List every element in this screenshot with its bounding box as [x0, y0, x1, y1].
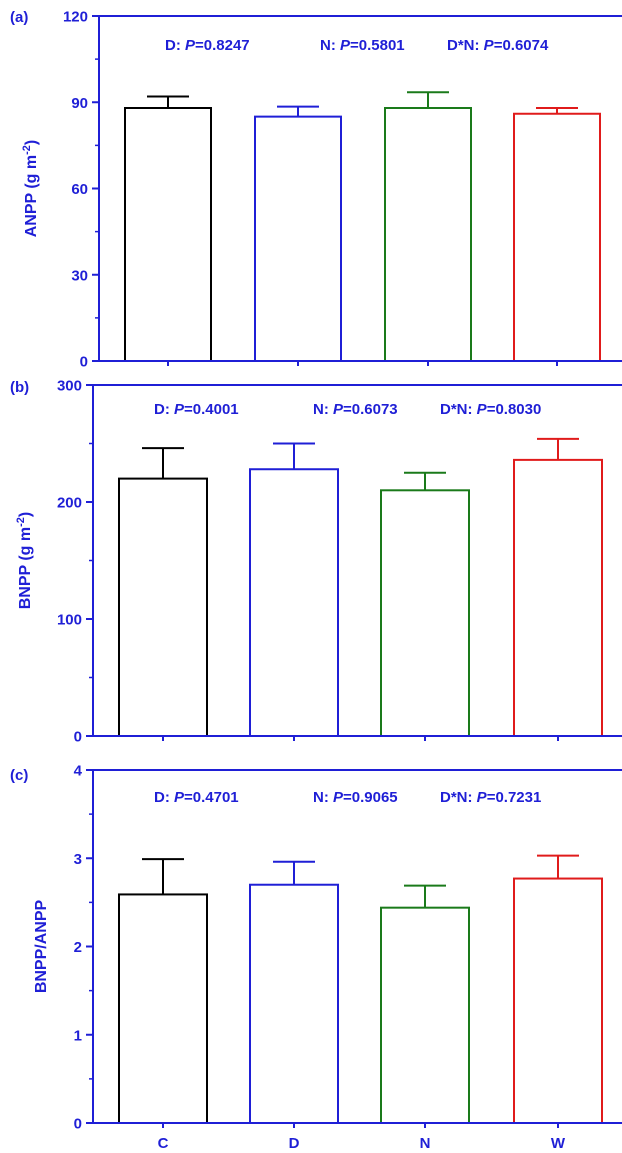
- bar-C: [124, 107, 212, 362]
- bar-C: [118, 477, 208, 737]
- y-tick-label: 2: [74, 939, 82, 956]
- stat-p-symbol: P: [174, 401, 185, 418]
- stat-p-value: =0.4001: [184, 401, 239, 418]
- stat-p-value: =0.9065: [343, 789, 398, 806]
- stat-p-value: =0.8030: [487, 401, 542, 418]
- stat-factor: N:: [313, 401, 333, 418]
- stat-annotation: D*N: P=0.8030: [440, 401, 541, 418]
- y-tick-label: 1: [74, 1027, 82, 1044]
- y-tick-label: 300: [57, 378, 82, 395]
- stat-factor: N:: [313, 789, 333, 806]
- stat-p-symbol: P: [340, 37, 351, 54]
- stat-p-value: =0.6074: [494, 37, 549, 54]
- stat-p-symbol: P: [174, 789, 185, 806]
- bar-W: [513, 877, 603, 1124]
- y-tick-label: 0: [74, 1116, 82, 1133]
- y-axis-label: BNPP/ANPP: [33, 900, 50, 994]
- y-axis-label-superscript: -2: [21, 145, 33, 155]
- bar-N: [380, 489, 470, 737]
- stat-p-symbol: P: [185, 37, 196, 54]
- y-axis-label-superscript: -2: [15, 517, 27, 527]
- stat-p-symbol: P: [477, 401, 488, 418]
- panel-label: (c): [10, 767, 28, 784]
- stat-factor: N:: [320, 37, 340, 54]
- y-tick-label: 120: [63, 9, 88, 26]
- stat-p-value: =0.4701: [184, 789, 239, 806]
- y-axis-label-main: ANPP (g m: [23, 155, 40, 237]
- y-tick-label: 4: [74, 763, 83, 780]
- stat-p-value: =0.7231: [487, 789, 542, 806]
- stat-factor: D*N:: [447, 37, 484, 54]
- panel-label: (a): [10, 9, 28, 26]
- x-category-label: D: [289, 1135, 300, 1152]
- x-category-label: C: [158, 1135, 169, 1152]
- stat-annotation: N: P=0.9065: [313, 789, 398, 806]
- y-tick-label: 0: [80, 354, 88, 371]
- stat-annotation: D*N: P=0.7231: [440, 789, 541, 806]
- bar-W: [513, 112, 601, 362]
- bar-N: [384, 107, 472, 362]
- stat-p-value: =0.5801: [350, 37, 405, 54]
- stat-p-symbol: P: [333, 789, 344, 806]
- y-axis-label-main: BNPP/ANPP: [33, 900, 50, 994]
- stat-annotation: D*N: P=0.6074: [447, 37, 549, 54]
- y-axis-label: BNPP (g m-2): [15, 512, 34, 610]
- stat-annotation: D: P=0.4001: [154, 401, 239, 418]
- bar-D: [254, 115, 342, 362]
- bar-C: [118, 893, 208, 1124]
- x-category-label: W: [551, 1135, 566, 1152]
- y-tick-label: 60: [71, 181, 88, 198]
- y-tick-label: 0: [74, 729, 82, 746]
- bar-W: [513, 458, 603, 737]
- bar-N: [380, 906, 470, 1124]
- stat-factor: D:: [154, 401, 174, 418]
- stat-annotation: N: P=0.5801: [320, 37, 405, 54]
- y-tick-label: 3: [74, 851, 82, 868]
- y-axis-label: ANPP (g m-2): [21, 140, 40, 238]
- y-tick-label: 90: [71, 95, 88, 112]
- y-tick-label: 30: [71, 267, 88, 284]
- y-axis-label-main: BNPP (g m: [17, 527, 34, 609]
- stat-annotation: D: P=0.4701: [154, 789, 239, 806]
- y-axis-label-tail: ): [17, 512, 34, 517]
- panel-label: (b): [10, 379, 29, 396]
- stat-p-symbol: P: [484, 37, 495, 54]
- bar-D: [249, 883, 339, 1124]
- stat-factor: D*N:: [440, 401, 477, 418]
- stat-annotation: D: P=0.8247: [165, 37, 250, 54]
- y-tick-label: 100: [57, 612, 82, 629]
- stat-p-symbol: P: [477, 789, 488, 806]
- bar-D: [249, 468, 339, 737]
- stat-p-value: =0.8247: [195, 37, 250, 54]
- stat-factor: D*N:: [440, 789, 477, 806]
- stat-factor: D:: [165, 37, 185, 54]
- x-category-label: N: [420, 1135, 431, 1152]
- y-axis-label-tail: ): [23, 140, 40, 145]
- stat-factor: D:: [154, 789, 174, 806]
- stat-annotation: N: P=0.6073: [313, 401, 398, 418]
- stat-p-symbol: P: [333, 401, 344, 418]
- stat-p-value: =0.6073: [343, 401, 398, 418]
- y-tick-label: 200: [57, 495, 82, 512]
